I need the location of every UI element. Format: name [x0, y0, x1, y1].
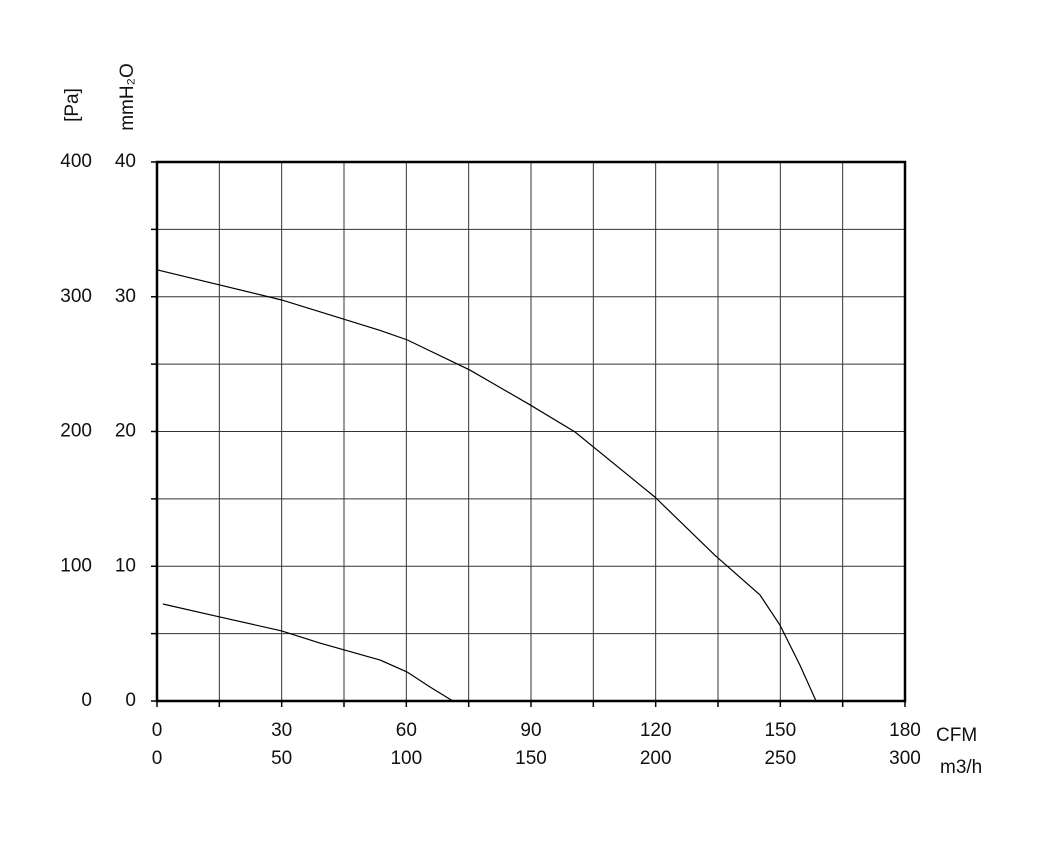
y-tick-label: 400 [60, 151, 92, 172]
x-tick-label: 180 [889, 720, 921, 741]
y2-tick-label: 30 [115, 286, 136, 307]
x2-tick-label: 300 [889, 748, 921, 769]
x2-tick-label: 100 [390, 748, 422, 769]
y-tick-label: 100 [60, 555, 92, 576]
x2-tick-label: 0 [152, 748, 163, 769]
y2-tick-label: 0 [125, 690, 136, 711]
x-tick-label: 120 [640, 720, 672, 741]
y2-axis-title: mmH₂O [117, 63, 138, 131]
y-tick-label: 0 [81, 690, 92, 711]
x-axis-title: CFM [936, 725, 977, 746]
fan-curve [162, 603, 454, 702]
y2-tick-label: 20 [115, 421, 136, 442]
x-tick-label: 0 [152, 720, 163, 741]
x-tick-label: 60 [396, 720, 417, 741]
y-tick-label: 300 [60, 286, 92, 307]
y2-tick-label: 10 [115, 555, 136, 576]
y-axis-title: [Pa] [62, 88, 83, 122]
x2-axis-title: m3/h [940, 757, 982, 778]
x2-tick-label: 50 [271, 748, 292, 769]
x-tick-label: 30 [271, 720, 292, 741]
x-tick-label: 90 [520, 720, 541, 741]
fan-curve [156, 269, 817, 702]
y2-tick-label: 40 [115, 151, 136, 172]
x2-tick-label: 200 [640, 748, 672, 769]
y-tick-label: 200 [60, 421, 92, 442]
plot-frame [155, 160, 907, 703]
x-tick-label: 150 [764, 720, 796, 741]
x2-tick-label: 150 [515, 748, 547, 769]
x2-tick-label: 250 [764, 748, 796, 769]
